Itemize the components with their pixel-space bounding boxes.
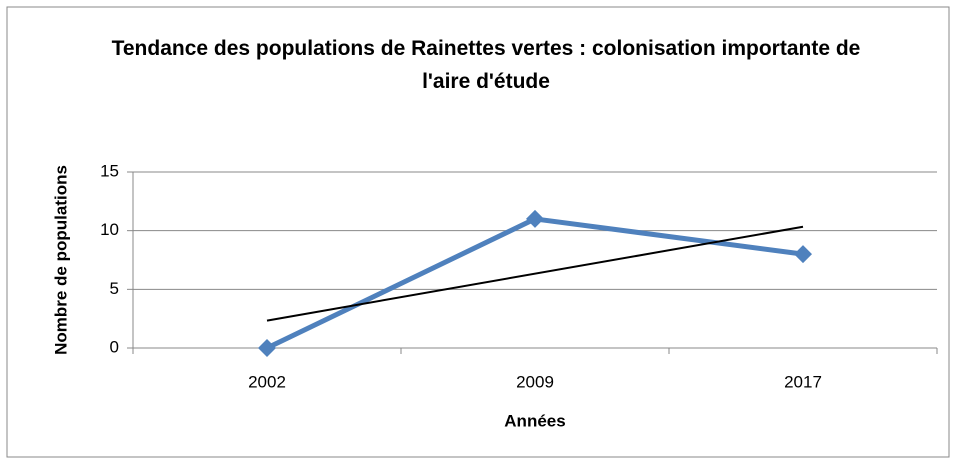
- data-point: [794, 245, 812, 264]
- data-point: [526, 209, 544, 228]
- y-tick-label: 10: [100, 220, 119, 239]
- x-tick-label: 2017: [784, 372, 822, 391]
- x-tick-label: 2009: [516, 372, 554, 391]
- y-tick-label: 5: [110, 279, 119, 298]
- chart-frame: [6, 6, 950, 458]
- y-tick-label: 0: [110, 337, 119, 356]
- data-point: [258, 339, 276, 357]
- x-tick-label: 2002: [248, 372, 286, 391]
- y-tick-label: 15: [100, 161, 119, 180]
- trendline: [266, 225, 804, 322]
- chart-title: Tendance des populations de Rainettes ve…: [111, 37, 861, 93]
- x-axis-label: Années: [504, 411, 565, 430]
- y-axis-label: Nombre de populations: [51, 165, 70, 355]
